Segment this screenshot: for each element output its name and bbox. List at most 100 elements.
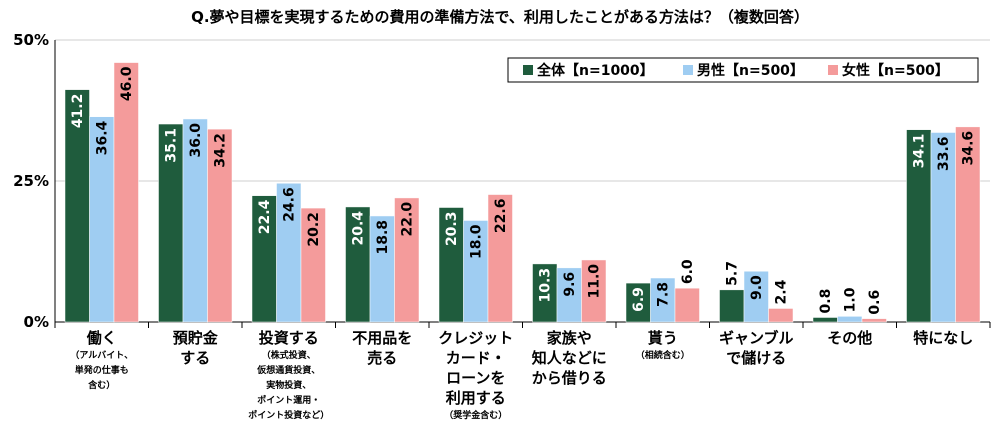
category-label: 投資する <box>259 329 319 347</box>
value-label: 20.2 <box>306 212 322 247</box>
value-label: 20.4 <box>351 211 367 246</box>
bar <box>650 277 676 323</box>
bar <box>719 289 745 323</box>
legend-swatch <box>828 65 838 75</box>
value-label: 0.8 <box>818 289 834 314</box>
value-label: 9.0 <box>749 275 765 300</box>
value-label: 24.6 <box>282 187 298 222</box>
bar <box>369 215 395 323</box>
bar <box>861 318 887 323</box>
value-labels: 41.2 36.4 46.0 35.1 36.0 34.2 22.4 24.6 20.2 20.4… <box>70 66 977 314</box>
legend-box <box>507 57 979 83</box>
bar <box>955 126 981 323</box>
category-label: 預貯金 <box>173 329 219 347</box>
bar <box>625 282 651 323</box>
bar <box>345 206 371 323</box>
bar <box>113 62 139 323</box>
bar <box>182 118 208 323</box>
bar <box>768 308 794 323</box>
y-axis: 50% 25% 0% <box>13 31 56 331</box>
bar <box>674 287 700 323</box>
legend-swatch <box>523 65 533 75</box>
value-label: 22.6 <box>493 199 509 234</box>
bar <box>837 316 863 323</box>
value-label: 10.3 <box>538 268 554 303</box>
category-label: 利用する <box>446 389 506 407</box>
category-sublabel: ポイント運用・ <box>257 394 320 406</box>
bar <box>438 207 464 323</box>
value-label: 33.6 <box>936 136 952 171</box>
category-label: 売る <box>367 349 397 367</box>
category-sublabel: （アルバイト、 <box>70 350 133 361</box>
category-label: その他 <box>827 329 872 347</box>
bar <box>487 194 513 323</box>
legend: 全体【n=1000】 男性【n=500】 女性【n=500】 <box>507 57 979 83</box>
bar <box>906 129 932 323</box>
value-label: 2.4 <box>774 279 790 304</box>
bar <box>300 207 326 323</box>
category-sublabel: ポイント投資など） <box>248 409 329 421</box>
bar <box>930 132 956 323</box>
value-label: 22.0 <box>400 202 416 237</box>
value-label: 18.0 <box>469 224 485 259</box>
value-label: 20.3 <box>444 212 460 247</box>
value-label: 36.4 <box>95 120 111 155</box>
category-label: 家族や <box>547 329 592 347</box>
y-tick-label: 25% <box>13 172 49 190</box>
category-label: 知人などに <box>532 349 607 367</box>
category-label: で儲ける <box>726 349 786 367</box>
category-sublabel: 実物投資、 <box>266 379 311 391</box>
value-label: 11.0 <box>587 264 603 299</box>
legend-swatch <box>683 65 693 75</box>
category-label: する <box>180 349 210 367</box>
value-label: 22.4 <box>257 199 273 234</box>
value-label: 7.8 <box>656 282 672 307</box>
category-label: 不用品を <box>352 329 412 347</box>
bar <box>463 220 489 323</box>
legend-entry: 男性【n=500】 <box>697 62 804 79</box>
category-sublabel: 仮想通貨投資、 <box>256 364 320 376</box>
value-label: 34.1 <box>912 134 928 169</box>
category-label: 働く <box>86 329 117 347</box>
bar <box>743 270 769 323</box>
category-label: クレジット <box>438 329 513 347</box>
value-label: 36.0 <box>188 123 204 158</box>
value-label: 34.2 <box>213 133 229 168</box>
category-label: カード・ <box>446 349 506 367</box>
value-label: 6.9 <box>631 287 647 312</box>
category-label: ローンを <box>446 369 505 387</box>
value-label: 41.2 <box>70 94 86 129</box>
category-label: ギャンブル <box>719 329 794 347</box>
legend-entry: 全体【n=1000】 <box>536 62 654 79</box>
category-label: 貰う <box>648 329 678 347</box>
value-label: 18.8 <box>375 220 391 255</box>
bars <box>64 62 981 323</box>
value-label: 9.6 <box>562 272 578 297</box>
category-sublabel: （株式投資、 <box>262 349 316 361</box>
y-tick-label: 0% <box>24 313 49 331</box>
value-label: 0.6 <box>867 290 883 315</box>
category-sublabel: 単発の仕事も <box>75 364 129 376</box>
value-label: 46.0 <box>119 66 135 101</box>
bar <box>158 123 184 323</box>
value-label: 34.6 <box>961 131 977 166</box>
bar <box>207 128 233 323</box>
value-label: 6.0 <box>680 259 696 284</box>
bar <box>394 197 420 323</box>
value-label: 35.1 <box>164 128 180 163</box>
category-label: から借りる <box>532 369 607 387</box>
chart-title: Q.夢や目標を実現するための費用の準備方法で、利用したことがある方法は？（複数回… <box>191 8 809 26</box>
category-sublabel: 含む） <box>87 379 115 391</box>
bar <box>581 259 607 323</box>
legend-entry: 女性【n=500】 <box>842 62 949 79</box>
value-label: 5.7 <box>725 261 741 286</box>
y-tick-label: 50% <box>13 31 49 49</box>
bar <box>812 317 838 323</box>
bar <box>64 89 90 323</box>
category-label: 特になし <box>913 329 973 347</box>
value-label: 1.0 <box>843 287 859 312</box>
category-sublabel: （奨学金含む） <box>444 409 507 421</box>
bar <box>89 116 115 323</box>
